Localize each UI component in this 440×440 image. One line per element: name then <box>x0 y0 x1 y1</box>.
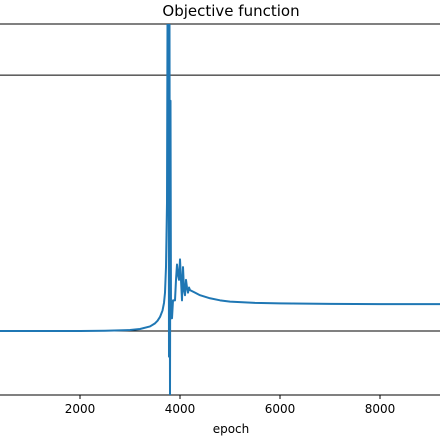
x-tick-label-0: 2000 <box>65 402 96 416</box>
x-tick-label-1: 4000 <box>165 402 196 416</box>
x-tick-label-2: 6000 <box>265 402 296 416</box>
x-axis-label: epoch <box>213 422 250 436</box>
plot-area <box>0 23 440 396</box>
chart-title: Objective function <box>162 2 299 20</box>
series-line-0 <box>0 24 440 395</box>
x-axis: 2000 4000 6000 8000 <box>65 395 396 416</box>
x-tick-label-3: 8000 <box>365 402 396 416</box>
